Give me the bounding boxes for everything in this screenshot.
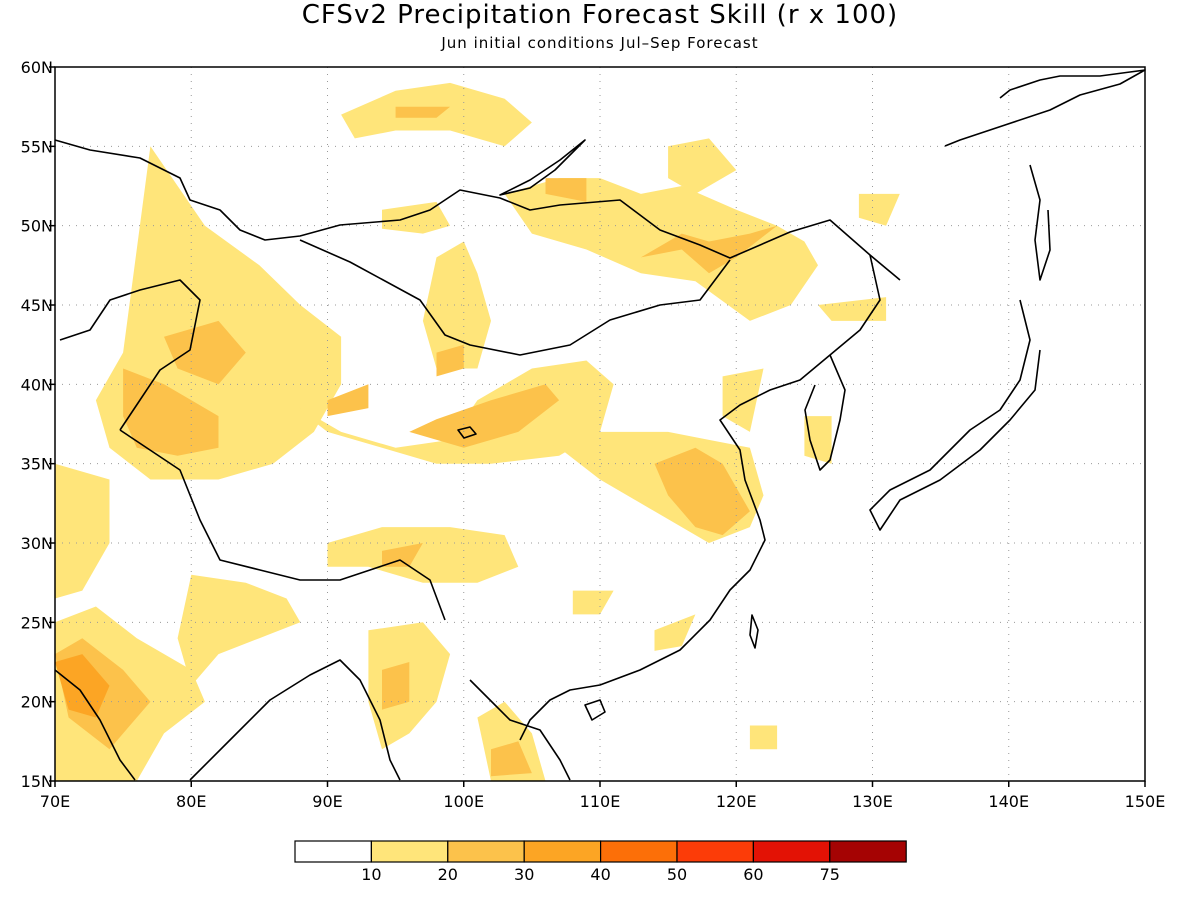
colorbar-swatch-6: [752, 840, 831, 863]
coastline-japan: [869, 299, 1041, 531]
lon-label-7: 140E: [988, 792, 1029, 811]
skill-region-15: [382, 201, 451, 234]
coastline-caspian: [59, 279, 201, 431]
lon-label-6: 130E: [852, 792, 893, 811]
coastline-sakhalin: [1029, 164, 1051, 281]
skill-fill-layer: [55, 82, 900, 781]
border-mongolia-south: [299, 239, 731, 356]
lat-label-8: 55N: [21, 137, 53, 156]
colorbar-swatch-4: [599, 840, 678, 863]
map-gridlines: [55, 67, 1145, 781]
colorbar-label-3: 40: [590, 865, 610, 884]
skill-region-30: [654, 614, 696, 651]
lat-label-6: 45N: [21, 296, 53, 315]
lon-label-5: 120E: [716, 792, 757, 811]
skill-region-17: [858, 193, 900, 226]
skill-region-16: [668, 138, 737, 194]
skill-region-24: [327, 527, 519, 583]
border-russia-south: [54, 139, 901, 281]
axis-ticks: 70E 80E 90E 100E 110E 120E 130E 140E 150E 15N 20N 2…: [21, 58, 1166, 811]
colorbar: 10 20 30 40 50 60 75: [294, 840, 907, 884]
colorbar-label-2: 30: [514, 865, 534, 884]
colorbar-label-0: 10: [361, 865, 381, 884]
lat-label-3: 30N: [21, 534, 53, 553]
colorbar-swatch-7: [829, 840, 907, 863]
island-hainan: [584, 699, 606, 721]
skill-region-3: [286, 360, 614, 464]
lon-label-3: 100E: [443, 792, 484, 811]
lake-qinghai: [457, 426, 477, 439]
coastline-north: [944, 69, 1146, 147]
colorbar-swatch-0: [294, 840, 373, 863]
coastline-china-east: [519, 254, 881, 741]
lon-label-2: 90E: [312, 792, 342, 811]
map-title: CFSv2 Precipitation Forecast Skill (r x …: [301, 0, 899, 30]
skill-region-27: [382, 662, 410, 710]
skill-region-7: [436, 344, 464, 377]
skill-region-14: [395, 106, 451, 118]
lat-label-4: 35N: [21, 455, 53, 474]
skill-region-32: [749, 725, 778, 750]
coastline-korea: [804, 354, 846, 471]
skill-region-12: [545, 178, 587, 202]
colorbar-swatch-1: [370, 840, 449, 863]
lat-label-7: 50N: [21, 217, 53, 236]
coastline-indochina: [469, 679, 571, 781]
lat-label-0: 15N: [21, 772, 53, 791]
skill-region-5: [327, 384, 369, 417]
coastline-bay-of-bengal: [189, 659, 401, 781]
map-subtitle: Jun initial conditions Jul–Sep Forecast: [441, 34, 759, 52]
colorbar-swatch-3: [523, 840, 602, 863]
skill-region-33: [722, 368, 764, 432]
lat-label-2: 25N: [21, 613, 53, 632]
colorbar-swatch-5: [676, 840, 755, 863]
lon-label-4: 110E: [580, 792, 621, 811]
border-himalaya: [119, 429, 446, 621]
colorbar-swatch-2: [447, 840, 525, 863]
lon-label-0: 70E: [40, 792, 70, 811]
skill-region-23: [177, 574, 301, 686]
lat-label-1: 20N: [21, 693, 53, 712]
coastline-india: [54, 669, 136, 781]
skill-region-29: [491, 741, 532, 777]
skill-region-6: [422, 241, 491, 369]
lat-label-5: 40N: [21, 375, 53, 394]
skill-region-4: [409, 384, 560, 448]
skill-region-25: [382, 543, 423, 567]
lake-baikal: [499, 139, 586, 196]
skill-region-2: [164, 320, 246, 385]
colorbar-label-6: 75: [820, 865, 840, 884]
skill-region-19: [55, 463, 110, 599]
colorbar-label-5: 60: [743, 865, 763, 884]
colorbar-label-4: 50: [667, 865, 687, 884]
lon-label-1: 80E: [176, 792, 206, 811]
skill-region-34: [804, 416, 832, 464]
skill-region-18: [818, 297, 887, 321]
colorbar-label-1: 20: [438, 865, 458, 884]
island-taiwan: [749, 614, 759, 649]
skill-region-22: [55, 654, 110, 718]
skill-region-31: [572, 590, 614, 615]
lon-label-8: 150E: [1125, 792, 1166, 811]
lat-label-9: 60N: [21, 58, 53, 77]
skill-region-9: [654, 447, 750, 536]
